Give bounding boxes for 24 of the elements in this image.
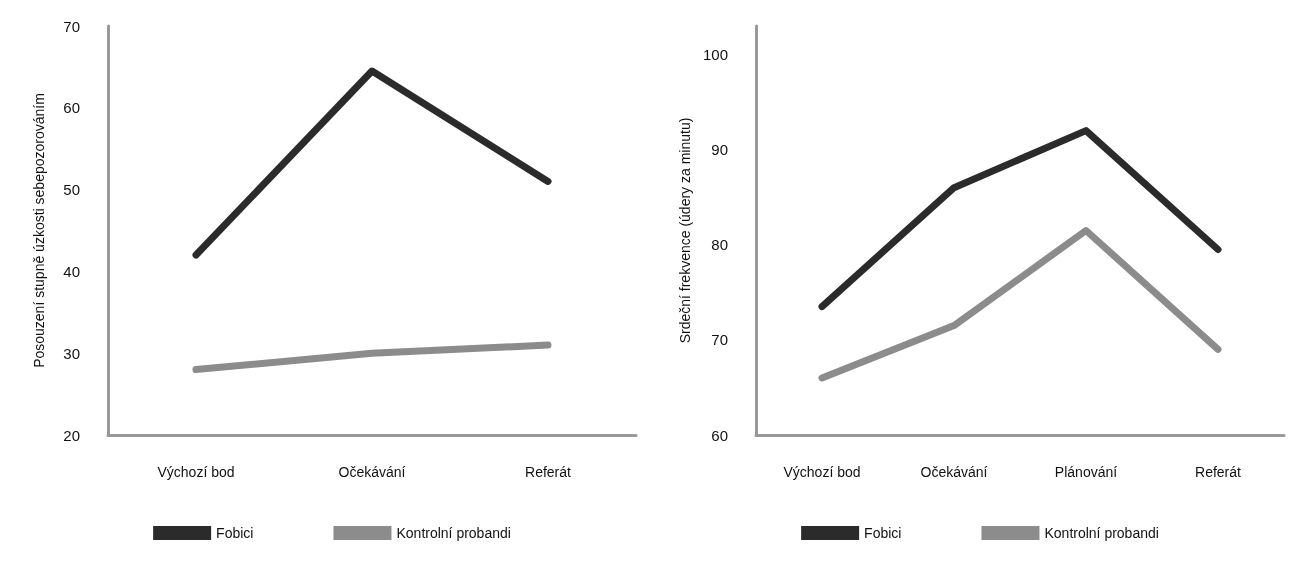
y-tick-label: 20 [63, 426, 80, 444]
y-tick-label: 90 [711, 141, 728, 159]
y-tick-label: 50 [63, 181, 80, 199]
y-tick-label: 70 [711, 331, 728, 349]
y-tick-label: 30 [63, 344, 80, 362]
y-tick-label: 70 [63, 17, 80, 35]
y-tick-label: 100 [702, 46, 728, 64]
x-tick-label: Referát [1195, 464, 1242, 480]
x-tick-label: Výchozí bod [783, 464, 861, 480]
x-tick-label: Referát [525, 464, 572, 480]
legend-label: Fobici [864, 525, 902, 541]
legend-label: Fobici [216, 525, 254, 541]
legend-label: Kontrolní probandi [396, 525, 511, 541]
x-tick-label: Výchozí bod [157, 464, 235, 480]
y-tick-label: 60 [63, 99, 80, 117]
y-axis-title: Srdeční frekvence (údery za minutu) [677, 117, 694, 344]
y-tick-label: 80 [711, 236, 728, 254]
y-tick-label: 60 [711, 426, 728, 444]
y-tick-label: 40 [63, 262, 80, 280]
legend-label: Kontrolní probandi [1044, 525, 1159, 541]
y-axis-title: Posouzení stupně úzkosti sebepozorováním [31, 93, 47, 368]
x-tick-label: Plánování [1054, 464, 1118, 480]
x-tick-label: Očekávání [920, 464, 988, 480]
x-tick-label: Očekávání [338, 464, 406, 480]
